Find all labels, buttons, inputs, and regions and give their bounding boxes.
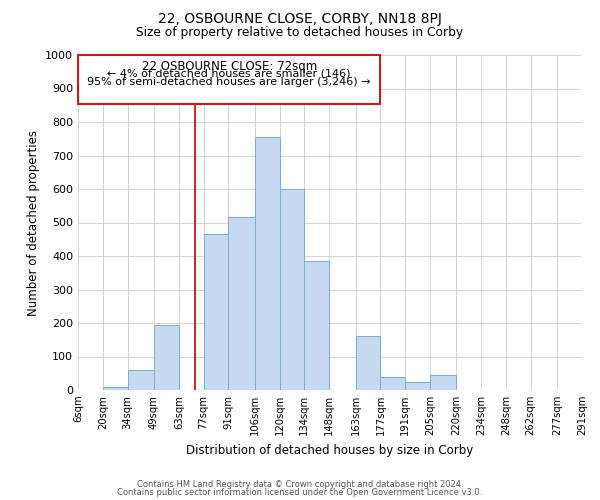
X-axis label: Distribution of detached houses by size in Corby: Distribution of detached houses by size … [187, 444, 473, 456]
Bar [128, 370, 154, 390]
Text: Size of property relative to detached houses in Corby: Size of property relative to detached ho… [136, 26, 464, 39]
Y-axis label: Number of detached properties: Number of detached properties [26, 130, 40, 316]
Bar [255, 137, 280, 390]
Bar [304, 261, 329, 390]
Bar [430, 375, 457, 390]
Bar [229, 218, 255, 390]
Bar [405, 382, 430, 390]
Text: Contains HM Land Registry data © Crown copyright and database right 2024.: Contains HM Land Registry data © Crown c… [137, 480, 463, 489]
Text: Contains public sector information licensed under the Open Government Licence v3: Contains public sector information licen… [118, 488, 482, 497]
Text: 22 OSBOURNE CLOSE: 72sqm: 22 OSBOURNE CLOSE: 72sqm [142, 60, 317, 73]
Bar [203, 234, 229, 390]
Bar [78, 55, 380, 104]
Text: ← 4% of detached houses are smaller (146): ← 4% of detached houses are smaller (146… [107, 68, 351, 78]
Bar [356, 336, 380, 390]
Bar [154, 324, 179, 390]
Text: 22, OSBOURNE CLOSE, CORBY, NN18 8PJ: 22, OSBOURNE CLOSE, CORBY, NN18 8PJ [158, 12, 442, 26]
Bar [103, 386, 128, 390]
Text: 95% of semi-detached houses are larger (3,246) →: 95% of semi-detached houses are larger (… [88, 77, 371, 87]
Bar [380, 376, 405, 390]
Bar [280, 189, 304, 390]
